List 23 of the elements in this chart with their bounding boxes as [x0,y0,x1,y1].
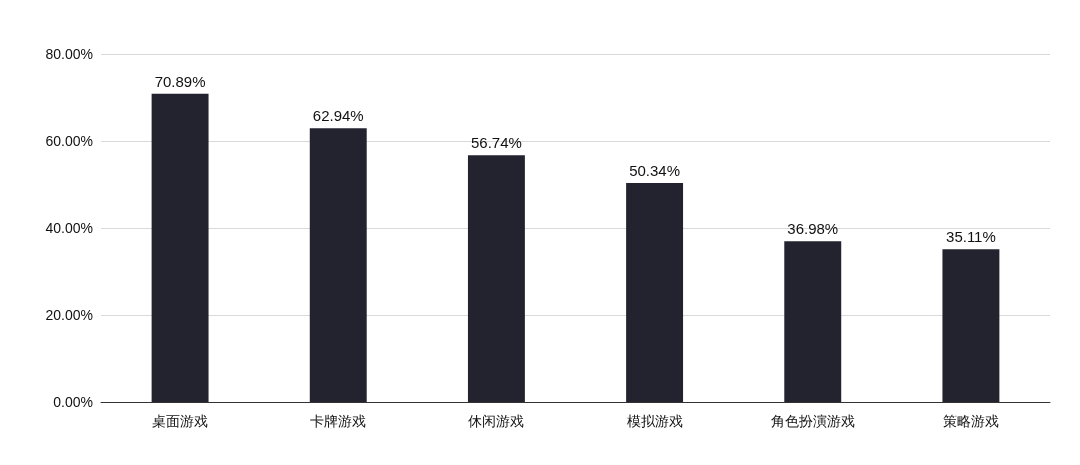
bar [151,93,209,402]
data-label: 70.89% [154,72,206,90]
data-label: 62.94% [312,107,364,125]
x-tick-label: 模拟游戏 [626,413,683,429]
y-tick-label: 0.00% [53,394,93,410]
bar [467,155,525,402]
x-tick-label: 桌面游戏 [152,413,209,429]
bar [784,241,842,402]
bar [942,249,1000,402]
x-tick-label: 休闲游戏 [468,413,525,429]
x-tick-label: 卡牌游戏 [310,413,367,429]
x-tick-label: 角色扮演游戏 [770,413,855,429]
y-tick-label: 80.00% [45,46,93,62]
y-tick-label: 60.00% [45,133,93,149]
data-label: 36.98% [787,220,839,238]
data-label: 56.74% [470,134,522,152]
bar [309,128,367,402]
y-tick-label: 40.00% [45,220,93,236]
y-tick-label: 20.00% [45,307,93,323]
data-label: 35.11% [946,228,996,246]
bar [626,183,684,402]
x-tick-label: 策略游戏 [942,413,999,429]
data-label: 50.34% [629,162,681,180]
